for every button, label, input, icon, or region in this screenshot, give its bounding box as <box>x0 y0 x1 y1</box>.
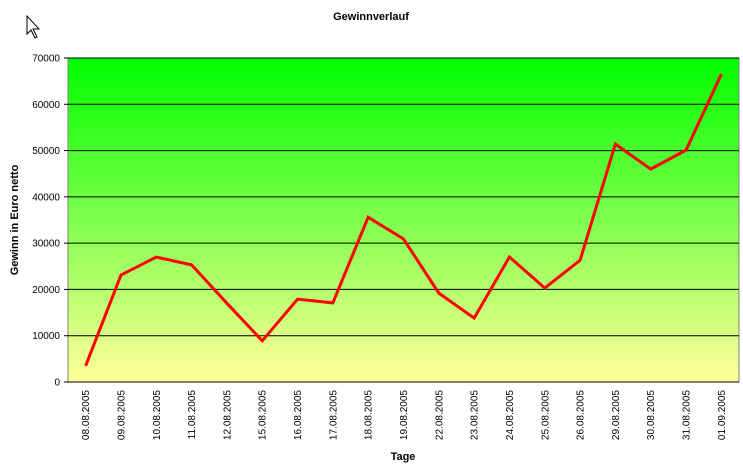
x-tick-label: 25.08.2005 <box>540 390 551 440</box>
y-tick-label: 60000 <box>32 100 60 111</box>
y-tick-label: 70000 <box>32 54 60 65</box>
y-tick-label: 0 <box>54 378 60 389</box>
plot-area <box>67 57 740 383</box>
x-tick-label: 18.08.2005 <box>364 390 375 440</box>
x-tick-label: 26.08.2005 <box>576 390 587 440</box>
y-tick-label: 30000 <box>32 239 60 250</box>
x-tick-label: 23.08.2005 <box>470 390 481 440</box>
y-tick-label: 20000 <box>32 285 60 296</box>
x-axis-title: Tage <box>391 451 416 463</box>
y-tick-label: 10000 <box>32 331 60 342</box>
y-tick-label: 50000 <box>32 146 60 157</box>
x-tick-label: 30.08.2005 <box>646 390 657 440</box>
x-tick-label: 09.08.2005 <box>116 390 127 440</box>
x-tick-label: 19.08.2005 <box>399 390 410 440</box>
x-tick-label: 01.09.2005 <box>717 390 728 440</box>
chart-title: Gewinnverlauf <box>333 11 409 23</box>
x-tick-label: 31.08.2005 <box>682 390 693 440</box>
cursor-icon <box>26 14 41 39</box>
x-tick-label: 17.08.2005 <box>328 390 339 440</box>
x-tick-label: 29.08.2005 <box>611 390 622 440</box>
x-tick-label: 10.08.2005 <box>152 390 163 440</box>
x-tick-label: 24.08.2005 <box>505 390 516 440</box>
y-axis-title: Gewinn in Euro netto <box>9 164 21 275</box>
x-tick-label: 11.08.2005 <box>187 390 198 440</box>
x-tick-label: 16.08.2005 <box>293 390 304 440</box>
x-tick-label: 08.08.2005 <box>81 390 92 440</box>
x-tick-label: 15.08.2005 <box>258 390 269 440</box>
y-tick-label: 40000 <box>32 192 60 203</box>
x-tick-label: 22.08.2005 <box>434 390 445 440</box>
data-line <box>84 73 723 367</box>
chart-layer: 0 10000 20000 30000 40000 50000 60000 70000 08.0… <box>32 54 739 440</box>
x-tick-label: 12.08.2005 <box>222 390 233 440</box>
